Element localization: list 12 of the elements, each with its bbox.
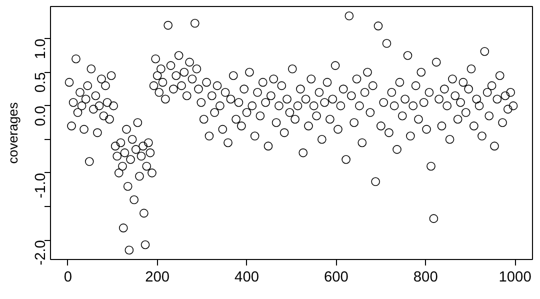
x-tick-label: 0 — [64, 270, 72, 286]
y-tick-label: 0.5 — [33, 72, 49, 93]
x-tick-label: 400 — [234, 270, 260, 286]
x-tick-label: 800 — [413, 270, 438, 286]
x-tick-label: 1000 — [498, 270, 532, 286]
y-tick-label: 1.0 — [33, 38, 49, 60]
y-tick-label: 0.0 — [33, 106, 49, 126]
y-tick-label: -2.0 — [33, 240, 49, 266]
x-tick-label: 600 — [324, 270, 348, 286]
x-tick-label: 200 — [145, 270, 170, 286]
y-axis-title: coverages — [6, 102, 20, 164]
y-tick-label: -1.0 — [33, 172, 49, 198]
